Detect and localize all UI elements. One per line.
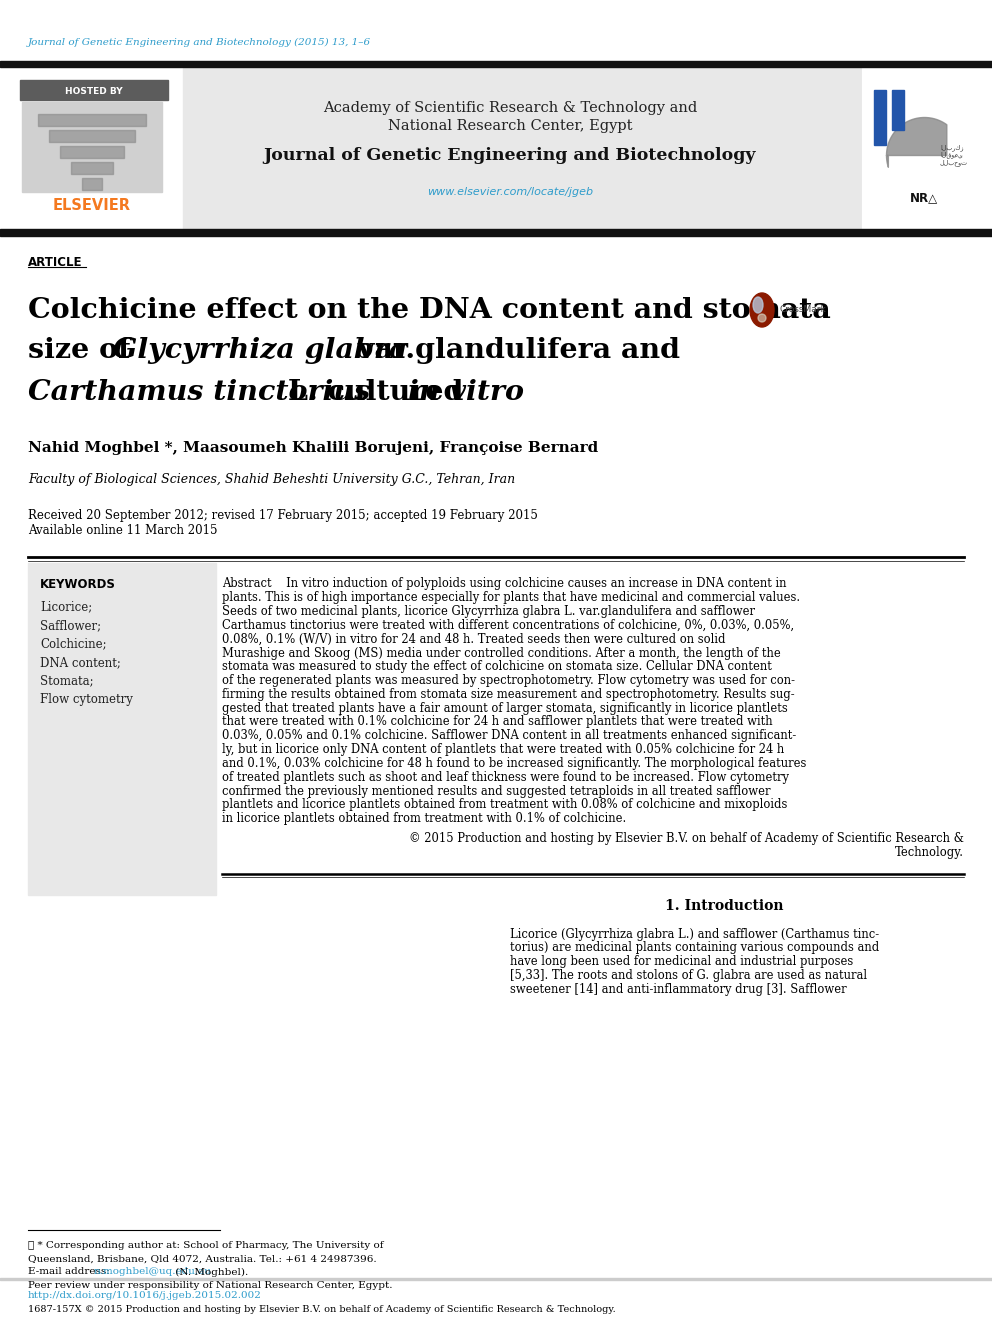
Text: Glycyrrhiza glabra: Glycyrrhiza glabra: [113, 336, 408, 364]
Text: Seeds of two medicinal plants, licorice Glycyrrhiza glabra L. var.glandulifera a: Seeds of two medicinal plants, licorice …: [222, 605, 755, 618]
Text: confirmed the previously mentioned results and suggested tetraploids in all trea: confirmed the previously mentioned resul…: [222, 785, 771, 798]
Text: of treated plantlets such as shoot and leaf thickness were found to be increased: of treated plantlets such as shoot and l…: [222, 771, 789, 783]
Text: Journal of Genetic Engineering and Biotechnology: Journal of Genetic Engineering and Biote…: [264, 147, 756, 164]
Text: ★ * Corresponding author at: School of Pharmacy, The University of: ★ * Corresponding author at: School of P…: [28, 1241, 384, 1250]
Text: Stomata;: Stomata;: [40, 675, 93, 688]
Text: Received 20 September 2012; revised 17 February 2015; accepted 19 February 2015: Received 20 September 2012; revised 17 F…: [28, 509, 538, 523]
Bar: [892, 90, 904, 130]
Text: size of: size of: [28, 336, 140, 364]
Text: Queensland, Brisbane, Qld 4072, Australia. Tel.: +61 4 24987396.: Queensland, Brisbane, Qld 4072, Australi…: [28, 1254, 377, 1263]
Text: http://dx.doi.org/10.1016/j.jgeb.2015.02.002: http://dx.doi.org/10.1016/j.jgeb.2015.02…: [28, 1290, 262, 1299]
Text: Licorice (Glycyrrhiza glabra L.) and safflower (Carthamus tinc-: Licorice (Glycyrrhiza glabra L.) and saf…: [510, 927, 879, 941]
Text: firming the results obtained from stomata size measurement and spectrophotometry: firming the results obtained from stomat…: [222, 688, 795, 701]
Text: plants. This is of high importance especially for plants that have medicinal and: plants. This is of high importance espec…: [222, 591, 801, 605]
Text: stomata was measured to study the effect of colchicine on stomata size. Cellular: stomata was measured to study the effect…: [222, 660, 772, 673]
Text: L. cultured: L. cultured: [278, 378, 473, 406]
Text: gested that treated plants have a fair amount of larger stomata, significantly i: gested that treated plants have a fair a…: [222, 701, 788, 714]
Bar: [82, 179, 102, 191]
Text: Carthamus tinctorius were treated with different concentrations of colchicine, 0: Carthamus tinctorius were treated with d…: [222, 619, 795, 632]
Text: 1687-157X © 2015 Production and hosting by Elsevier B.V. on behalf of Academy of: 1687-157X © 2015 Production and hosting …: [28, 1306, 616, 1315]
Text: torius) are medicinal plants containing various compounds and: torius) are medicinal plants containing …: [510, 942, 879, 954]
Text: Faculty of Biological Sciences, Shahid Beheshti University G.C., Tehran, Iran: Faculty of Biological Sciences, Shahid B…: [28, 474, 515, 487]
Text: Colchicine;: Colchicine;: [40, 638, 106, 651]
Text: Colchicine effect on the DNA content and stomata: Colchicine effect on the DNA content and…: [28, 296, 830, 324]
Text: National Research Center, Egypt: National Research Center, Egypt: [388, 119, 632, 134]
Text: plantlets and licorice plantlets obtained from treatment with 0.08% of colchicin: plantlets and licorice plantlets obtaine…: [222, 798, 788, 811]
Text: E-mail address:: E-mail address:: [28, 1267, 113, 1277]
Text: NR△: NR△: [910, 192, 938, 205]
Text: sweetener [14] and anti-inflammatory drug [3]. Safflower: sweetener [14] and anti-inflammatory dru…: [510, 983, 846, 996]
Text: 0.03%, 0.05% and 0.1% colchicine. Safflower DNA content in all treatments enhanc: 0.03%, 0.05% and 0.1% colchicine. Safflo…: [222, 729, 797, 742]
Bar: [28, 564, 216, 894]
Bar: [0, 61, 992, 67]
Text: DNA content;: DNA content;: [40, 656, 121, 669]
Text: n.moghbel@uq.edu.au: n.moghbel@uq.edu.au: [93, 1267, 211, 1277]
Bar: [0, 1278, 992, 1279]
Bar: [862, 67, 992, 232]
Text: ELSEVIER: ELSEVIER: [53, 197, 131, 213]
Bar: [38, 114, 146, 126]
Text: 0.08%, 0.1% (W/V) in vitro for 24 and 48 h. Treated seeds then were cultured on : 0.08%, 0.1% (W/V) in vitro for 24 and 48…: [222, 632, 725, 646]
Text: in vitro: in vitro: [408, 378, 524, 406]
Bar: [183, 67, 862, 232]
Text: Flow cytometry: Flow cytometry: [40, 693, 133, 706]
Text: CrossMark: CrossMark: [780, 306, 826, 315]
Text: Available online 11 March 2015: Available online 11 March 2015: [28, 524, 217, 537]
Bar: [22, 102, 162, 192]
Text: Safflower;: Safflower;: [40, 619, 101, 632]
Text: in licorice plantlets obtained from treatment with 0.1% of colchicine.: in licorice plantlets obtained from trea…: [222, 812, 626, 826]
Text: (N. Moghbel).: (N. Moghbel).: [172, 1267, 248, 1277]
Text: have long been used for medicinal and industrial purposes: have long been used for medicinal and in…: [510, 955, 853, 968]
Text: KEYWORDS: KEYWORDS: [40, 578, 116, 590]
Ellipse shape: [758, 314, 766, 321]
Text: Nahid Moghbel *, Maasoumeh Khalili Borujeni, Françoise Bernard: Nahid Moghbel *, Maasoumeh Khalili Boruj…: [28, 441, 598, 455]
Text: var.glandulifera and: var.glandulifera and: [348, 336, 680, 364]
Text: of the regenerated plants was measured by spectrophotometry. Flow cytometry was : of the regenerated plants was measured b…: [222, 675, 795, 687]
Bar: [874, 90, 886, 146]
Text: Abstract    In vitro induction of polyploids using colchicine causes an increase: Abstract In vitro induction of polyploid…: [222, 578, 787, 590]
Text: البركز
القومي
للبحوث: البركز القومي للبحوث: [940, 144, 968, 167]
Text: Journal of Genetic Engineering and Biotechnology (2015) 13, 1–6: Journal of Genetic Engineering and Biote…: [28, 37, 371, 46]
Ellipse shape: [753, 296, 763, 314]
Text: 1. Introduction: 1. Introduction: [665, 900, 784, 913]
Bar: [0, 229, 992, 235]
Text: Technology.: Technology.: [895, 845, 964, 859]
Text: HOSTED BY: HOSTED BY: [65, 86, 123, 95]
Ellipse shape: [750, 292, 774, 327]
Bar: [60, 146, 124, 157]
Text: Licorice;: Licorice;: [40, 601, 92, 614]
Bar: [49, 130, 135, 142]
Text: Peer review under responsibility of National Research Center, Egypt.: Peer review under responsibility of Nati…: [28, 1281, 393, 1290]
Bar: [20, 79, 168, 101]
Text: that were treated with 0.1% colchicine for 24 h and safflower plantlets that wer: that were treated with 0.1% colchicine f…: [222, 716, 773, 729]
Bar: [71, 161, 113, 175]
Text: Murashige and Skoog (MS) media under controlled conditions. After a month, the l: Murashige and Skoog (MS) media under con…: [222, 647, 781, 659]
Text: www.elsevier.com/locate/jgeb: www.elsevier.com/locate/jgeb: [427, 187, 593, 197]
Text: ARTICLE: ARTICLE: [28, 255, 82, 269]
Text: © 2015 Production and hosting by Elsevier B.V. on behalf of Academy of Scientifi: © 2015 Production and hosting by Elsevie…: [409, 832, 964, 845]
Text: and 0.1%, 0.03% colchicine for 48 h found to be increased significantly. The mor: and 0.1%, 0.03% colchicine for 48 h foun…: [222, 757, 806, 770]
Text: Academy of Scientific Research & Technology and: Academy of Scientific Research & Technol…: [322, 101, 697, 115]
Text: ly, but in licorice only DNA content of plantlets that were treated with 0.05% c: ly, but in licorice only DNA content of …: [222, 744, 785, 757]
Text: Carthamus tinctorius: Carthamus tinctorius: [28, 378, 370, 406]
Text: [5,33]. The roots and stolons of G. glabra are used as natural: [5,33]. The roots and stolons of G. glab…: [510, 970, 867, 982]
